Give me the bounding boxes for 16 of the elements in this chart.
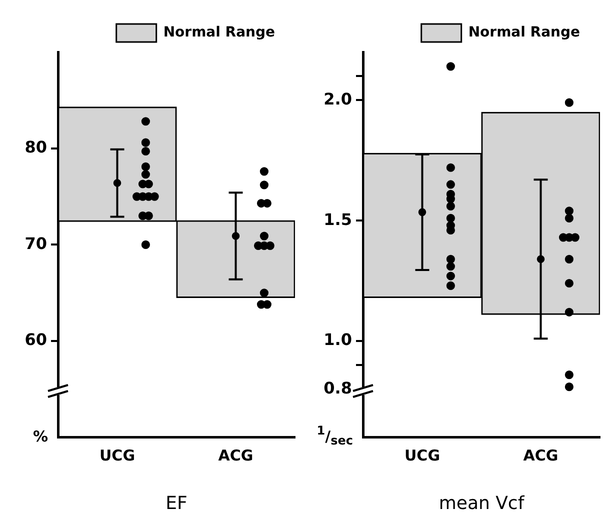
y-tick-label: 1.0 — [324, 330, 352, 350]
y-tick-label: 2.0 — [324, 89, 352, 108]
y-tick-label: 80 — [24, 138, 47, 157]
y-tick-label: 0.8 — [324, 378, 352, 398]
y-axis-title: % — [32, 427, 48, 446]
x-tick-label: ACG — [218, 446, 254, 464]
x-tick-label: UCG — [404, 446, 440, 464]
y-tick-label: 1.5 — [324, 210, 352, 229]
x-tick-label: UCG — [99, 446, 136, 464]
x-axis-title: EF — [166, 492, 188, 514]
x-axis-title: mean Vcf — [438, 492, 525, 514]
y-tick-label: 60 — [24, 330, 47, 350]
x-tick-label: ACG — [523, 446, 558, 464]
legend-label: Normal Range — [163, 24, 276, 41]
legend-label: Normal Range — [468, 24, 580, 41]
y-tick-label: 70 — [24, 234, 47, 253]
